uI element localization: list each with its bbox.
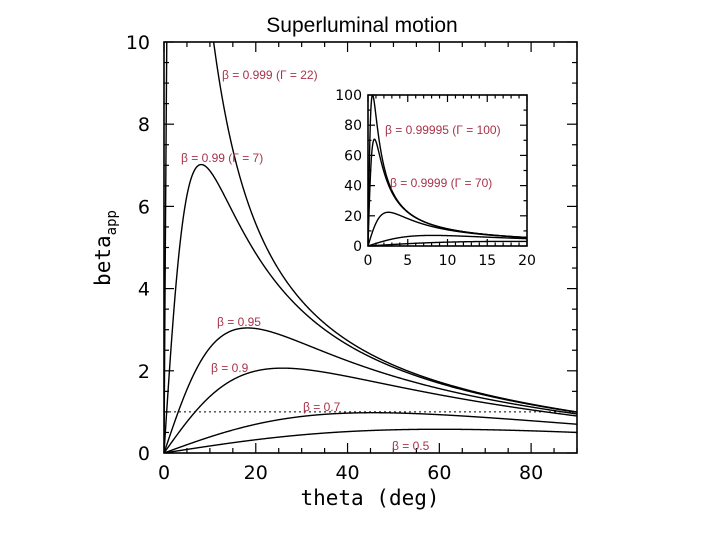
x-tick-label: 20 [244,462,268,484]
label-beta-05: β = 0.5 [392,439,430,453]
series-line-2 [164,327,577,453]
inset-series-line-3 [368,234,527,246]
x-tick-label: 40 [335,462,359,484]
y-axis-label-main: beta [91,235,115,286]
main-plot: 0 20 40 60 80 0 2 4 6 8 10 [126,32,578,484]
y-tick-label: 4 [138,279,150,301]
y-tick-label: 6 [138,196,150,218]
inset-x-tick-label: 20 [518,253,536,269]
y-tick-label: 10 [126,32,150,54]
main-ticks [163,41,578,454]
label-beta-09999: β = 0.9999 (Γ = 70) [390,176,492,190]
inset-y-tick-label: 60 [344,148,362,164]
inset-x-tick-label: 0 [364,253,373,269]
inset-x-tick-label: 5 [403,253,412,269]
inset-ticks [367,94,528,247]
x-tick-label: 0 [158,462,170,484]
svg-text:betaapp: betaapp [91,210,120,286]
series-line-1 [164,163,577,453]
inset-x-tick-label: 10 [439,253,457,269]
x-tick-labels: 0 20 40 60 80 [158,462,543,484]
inset-y-tick-label: 80 [344,118,362,134]
y-axis-label-sub: app [104,210,120,235]
label-beta-09: β = 0.9 [211,361,249,375]
y-tick-label: 2 [138,361,150,383]
inset-y-tick-label: 20 [344,209,362,225]
inset-y-tick-label: 100 [335,88,362,104]
label-beta-099995: β = 0.99995 (Γ = 100) [385,123,501,137]
series-line-3 [164,367,577,453]
x-axis-label: theta (deg) [300,486,439,510]
y-tick-label: 8 [138,114,150,136]
label-beta-099: β = 0.99 (Γ = 7) [181,151,263,165]
inset-plot: 0 5 10 15 20 0 20 40 60 80 100 [335,87,536,270]
y-tick-label: 0 [138,443,150,465]
inset-y-tick-label: 0 [353,239,362,255]
inset-y-tick-label: 40 [344,179,362,195]
inset-x-tick-labels: 0 5 10 15 20 [364,253,536,269]
x-tick-label: 80 [519,462,543,484]
series-line-4 [164,412,577,453]
label-beta-095: β = 0.95 [217,315,261,329]
inset-x-tick-label: 15 [478,253,496,269]
x-tick-label: 60 [427,462,451,484]
y-axis-label: betaapp [91,210,120,286]
inset-series-line-2 [368,211,527,246]
main-curves [164,42,577,453]
inset-y-tick-labels: 0 20 40 60 80 100 [335,88,362,255]
chart-title: Superluminal motion [266,14,457,37]
y-tick-labels: 0 2 4 6 8 10 [126,32,150,465]
series-line-5 [164,428,577,453]
label-beta-0999: β = 0.999 (Γ = 22) [222,68,318,82]
label-beta-07: β = 0.7 [303,400,341,414]
